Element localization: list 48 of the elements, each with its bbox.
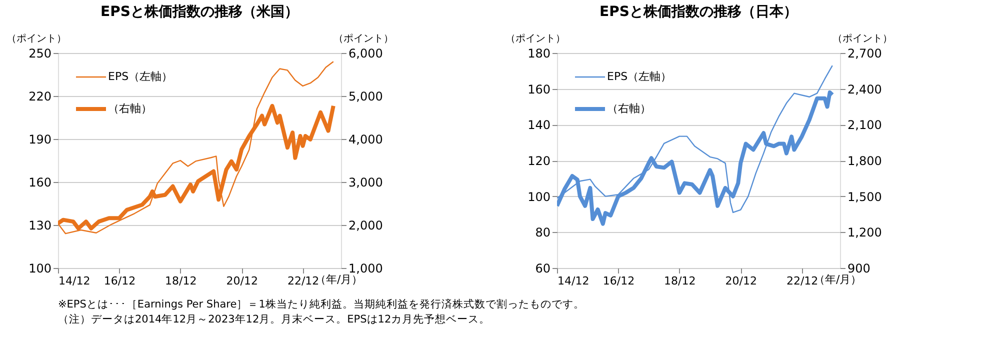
chart-title: EPSと株価指数の推移（米国） — [100, 4, 298, 20]
x-tick-label: 20/12 — [725, 274, 757, 288]
legend-label: （右軸） — [108, 102, 152, 115]
y-tick-label: 100 — [28, 262, 52, 276]
y2-tick-label: 5,000 — [348, 90, 383, 104]
y-axis-title: （ポイント） — [6, 34, 66, 44]
legend-label: EPS（左軸） — [607, 70, 672, 83]
y-tick-label: 160 — [528, 82, 550, 96]
x-tick-label: 20/12 — [226, 274, 258, 288]
legend-label: （右軸） — [607, 102, 651, 115]
y2-tick-label: 900 — [848, 262, 870, 276]
y2-tick-label: 2,400 — [848, 82, 882, 96]
y2-tick-label: 2,100 — [848, 118, 882, 132]
y2-axis-title: （ポイント） — [334, 34, 394, 44]
text: ※EPSとは･･･［Earnings Per Share］＝1株当たり純利益。当期純利益を発行済株式数で割ったものです。 — [58, 298, 584, 310]
y-tick-label: 130 — [28, 218, 52, 232]
y2-tick-label: 4,000 — [348, 132, 383, 146]
x-tick-label: 18/12 — [664, 274, 696, 288]
x-tick-label: 18/12 — [165, 274, 197, 288]
y-tick-label: 220 — [28, 90, 52, 104]
y-tick-label: 100 — [528, 190, 550, 204]
y2-tick-label: 6,000 — [348, 46, 383, 60]
y-tick-label: 120 — [528, 154, 550, 168]
y2-tick-label: 1,200 — [848, 226, 882, 240]
y-axis-title: （ポイント） — [506, 34, 566, 44]
y2-tick-label: 3,000 — [348, 176, 383, 190]
y-tick-label: 140 — [528, 118, 550, 132]
y-tick-label: 60 — [535, 262, 550, 276]
x-tick-label: 22/12 — [287, 274, 320, 288]
text: （注）データは2014年12月～2023年12月。月末ベース。EPSは12カ月先予想ベース。 — [58, 312, 490, 326]
chart-title: EPSと株価指数の推移（日本） — [600, 4, 798, 20]
x-tick-label: 14/12 — [58, 274, 90, 288]
y-tick-label: 160 — [28, 176, 52, 190]
y-tick-label: 190 — [28, 132, 52, 146]
y-tick-label: 80 — [535, 226, 550, 240]
y2-tick-label: 1,800 — [848, 154, 882, 168]
y2-tick-label: 2,000 — [348, 218, 383, 232]
x-tick-label: 16/12 — [104, 274, 136, 288]
y2-tick-label: 1,000 — [348, 262, 383, 276]
legend-label: EPS（左軸） — [108, 70, 173, 83]
y2-tick-label: 1,500 — [848, 190, 882, 204]
y-tick-label: 250 — [28, 46, 52, 60]
y2-axis-title: （ポイント） — [832, 34, 892, 44]
x-tick-label: 16/12 — [602, 274, 635, 288]
x-tick-label: 22/12 — [786, 274, 818, 288]
x-tick-label: 14/12 — [558, 274, 590, 288]
y2-tick-label: 2,700 — [848, 46, 882, 60]
y-tick-label: 180 — [528, 46, 550, 60]
